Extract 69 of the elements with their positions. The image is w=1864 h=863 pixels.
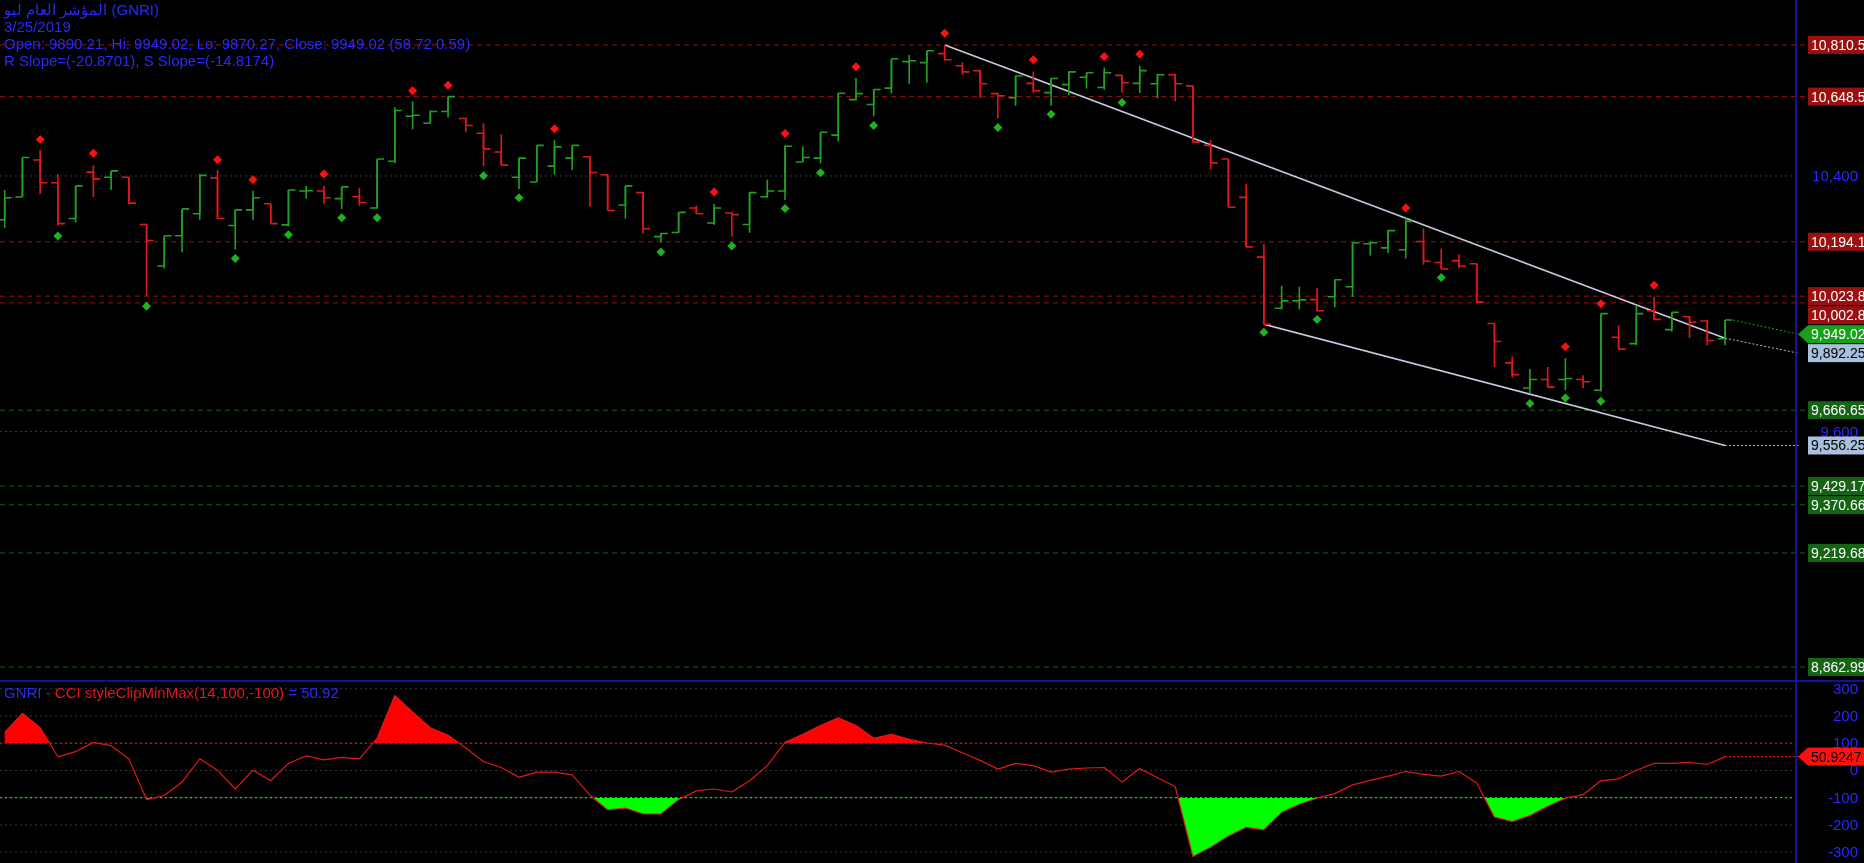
ref-line-label: 10,810.5 — [1811, 36, 1864, 53]
point — [514, 193, 524, 203]
series-label: CCI styleClipMinMax(14,100,-100) — [50, 684, 285, 701]
ref-line-label: 9,429.17 — [1811, 478, 1864, 495]
point — [283, 230, 293, 240]
point — [372, 213, 382, 223]
point — [408, 86, 418, 96]
point — [1596, 299, 1606, 309]
point — [869, 121, 879, 131]
point — [1117, 98, 1127, 108]
annotation: Open: 9890.21, Hi: 9949.02, Lo: 9870.27, Close: 9949.02 (58.72 0.59) — [4, 35, 471, 52]
point — [1596, 396, 1606, 406]
annotation: R Slope=(-20.8701), S Slope=(-14.8174) — [4, 52, 275, 69]
point — [1649, 280, 1659, 290]
point — [1135, 49, 1145, 59]
ref-line-label: 10,194.1 — [1811, 233, 1864, 250]
point — [1401, 203, 1411, 213]
point — [443, 80, 453, 90]
point — [319, 169, 329, 179]
value-label: 9,892.25 — [1811, 345, 1864, 362]
y-tick-label: -100 — [1827, 788, 1858, 806]
point — [230, 253, 240, 263]
point — [53, 231, 63, 241]
text: 3/25/2019 — [4, 18, 71, 35]
point — [1560, 342, 1570, 352]
point — [337, 213, 347, 223]
point — [88, 148, 98, 158]
point — [35, 135, 45, 145]
ref-line-label: 9,370.66 — [1811, 497, 1864, 514]
point — [1436, 273, 1446, 283]
chart-title: GNRI - — [4, 684, 51, 701]
y-tick-label: 10,400 — [1812, 166, 1858, 184]
ref-line-label: 9,666.65 — [1811, 402, 1864, 419]
point — [727, 241, 737, 251]
point — [816, 168, 826, 178]
point — [1046, 109, 1056, 119]
y-tick-label: 300 — [1832, 679, 1858, 697]
point — [1028, 55, 1038, 65]
y-tick-label: 9,600 — [1820, 422, 1858, 440]
point — [248, 175, 258, 185]
point — [213, 155, 223, 165]
point — [1525, 398, 1535, 408]
point — [1099, 52, 1109, 62]
point — [479, 171, 489, 181]
ref-line-label: 10,648.5 — [1811, 88, 1864, 105]
point — [780, 204, 790, 214]
y-tick-label: 200 — [1832, 707, 1858, 725]
point — [1560, 393, 1570, 403]
point — [656, 247, 666, 257]
annotation: = 50.92 — [284, 684, 339, 701]
point — [142, 301, 152, 311]
ref-line-label: 10,023.8 — [1811, 288, 1864, 305]
point — [851, 62, 861, 72]
chart-title: المؤشر العام لبو (GNRI) — [3, 1, 160, 19]
value-label: 9,556.25 — [1811, 437, 1864, 454]
ref-line-label: 9,219.68 — [1811, 545, 1864, 561]
point — [780, 129, 790, 139]
ref-line-label: 10,002.8 — [1811, 307, 1864, 324]
y-tick-label: -300 — [1827, 843, 1858, 861]
point — [993, 122, 1003, 132]
point — [1259, 327, 1269, 337]
value-label: 9,949.02 — [1811, 326, 1864, 343]
point — [940, 28, 950, 38]
point — [549, 124, 559, 134]
y-tick-label: -200 — [1827, 815, 1858, 833]
ref-line-label: 8,862.99 — [1811, 658, 1864, 675]
value-label: 50.9247 — [1811, 748, 1862, 765]
point — [709, 187, 719, 197]
point — [1312, 314, 1322, 324]
